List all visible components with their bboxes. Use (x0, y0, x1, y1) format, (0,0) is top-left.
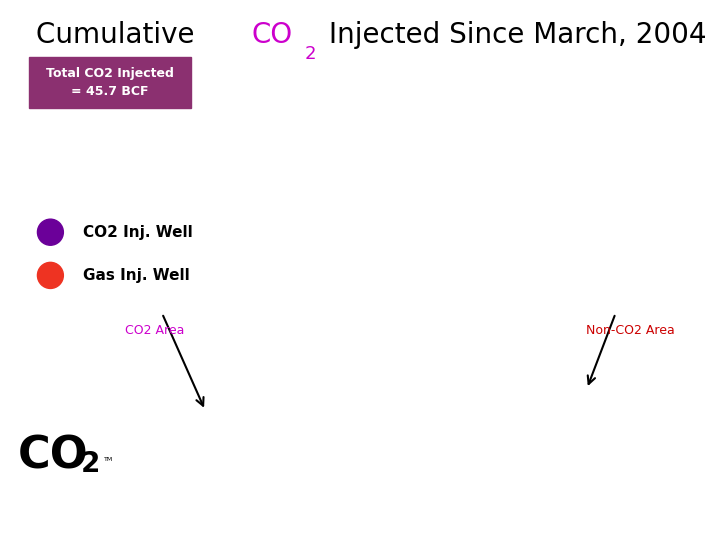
Text: TM: TM (104, 457, 114, 462)
FancyBboxPatch shape (29, 57, 191, 108)
Text: CO2 Inj. Well: CO2 Inj. Well (83, 225, 192, 240)
Text: Non-CO2 Area: Non-CO2 Area (585, 324, 675, 337)
Ellipse shape (37, 219, 63, 245)
Text: 2: 2 (305, 45, 317, 63)
Text: 2: 2 (81, 450, 100, 478)
Text: CO2 Area: CO2 Area (125, 324, 184, 337)
Text: CO: CO (18, 435, 89, 478)
Text: Total CO2 Injected
= 45.7 BCF: Total CO2 Injected = 45.7 BCF (46, 67, 174, 98)
Ellipse shape (37, 262, 63, 288)
Text: Cumulative: Cumulative (36, 21, 203, 49)
Text: Gas Inj. Well: Gas Inj. Well (83, 268, 189, 283)
Text: CO: CO (252, 21, 293, 49)
Text: Injected Since March, 2004: Injected Since March, 2004 (320, 21, 706, 49)
